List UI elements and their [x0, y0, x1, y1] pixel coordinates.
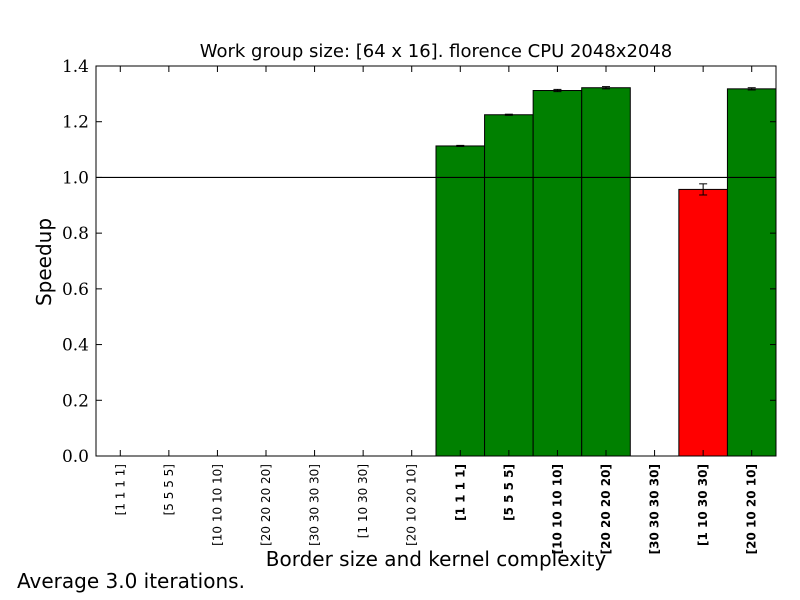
- x-tick-label: [5 5 5 5]: [502, 464, 516, 521]
- x-tick-label: [20 20 20 20]: [599, 464, 613, 554]
- errorbars-layer: [456, 86, 756, 196]
- error-bar: [456, 144, 465, 148]
- y-tick-label: 0.4: [62, 336, 89, 356]
- y-tick-label: 0.6: [62, 280, 89, 300]
- y-tick-label: 1.4: [62, 57, 89, 77]
- error-bar: [747, 87, 756, 91]
- x-axis-label: Border size and kernel complexity: [266, 547, 607, 571]
- x-tick-label: [1 1 1 1]: [113, 464, 127, 515]
- x-tick-label: [1 10 30 30]: [696, 464, 710, 546]
- error-bar: [553, 88, 562, 93]
- x-tick-label: [30 30 30 30]: [648, 464, 662, 554]
- x-tick-label: [10 10 10 10]: [550, 464, 564, 554]
- bar: [435, 145, 486, 457]
- x-tick-label: [20 20 20 20]: [259, 464, 273, 546]
- x-tick-label: [5 5 5 5]: [162, 464, 176, 515]
- chart-title: Work group size: [64 x 16]. florence CPU…: [200, 41, 673, 62]
- y-tick-label: 0.2: [62, 391, 89, 411]
- footnote: Average 3.0 iterations.: [17, 569, 245, 593]
- plot-frame: [95, 65, 777, 457]
- x-tick-label: [20 10 20 10]: [745, 464, 759, 554]
- bar: [581, 87, 631, 457]
- x-tick-label: [10 10 10 10]: [210, 464, 224, 546]
- y-tick-label: 1.0: [62, 168, 89, 188]
- bars-layer: [435, 87, 777, 457]
- error-bar: [699, 183, 708, 196]
- y-tick-label: 0.0: [62, 447, 89, 467]
- x-tick-label: [30 30 30 30]: [308, 464, 322, 546]
- x-tick-label: [1 10 30 30]: [356, 464, 370, 538]
- bar: [678, 188, 728, 457]
- y-axis-label: Speedup: [32, 218, 56, 306]
- bar: [726, 88, 777, 457]
- x-tick-label: [1 1 1 1]: [453, 464, 467, 521]
- x-axis: [1 1 1 1] [5 5 5 5] [10 10 10 10] [20 20 20…: [113, 66, 759, 554]
- y-axis: 0.0 0.2 0.4 0.6 0.8 1.0 1.2 1.4: [62, 57, 776, 467]
- bar: [484, 114, 534, 457]
- y-tick-label: 0.8: [62, 224, 89, 244]
- error-bar: [602, 86, 610, 90]
- bar: [532, 90, 583, 457]
- error-bar: [504, 113, 513, 116]
- y-tick-label: 1.2: [62, 113, 89, 133]
- x-tick-label: [20 10 20 10]: [405, 464, 419, 546]
